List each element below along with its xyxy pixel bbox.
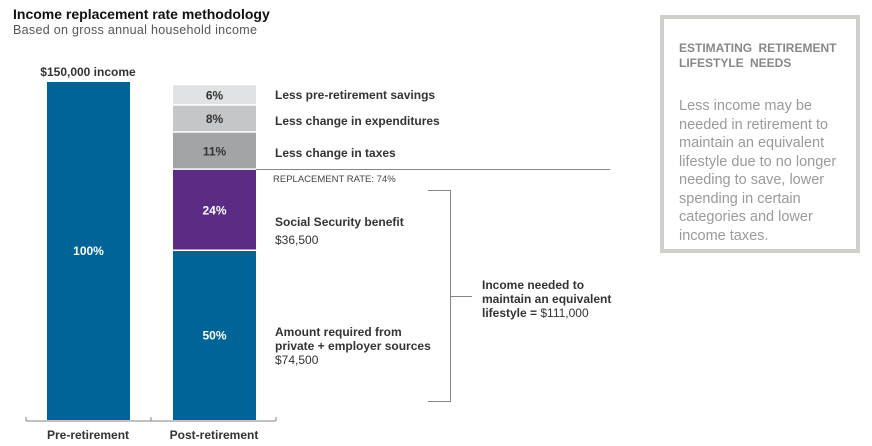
income-needed-amount: $111,000 (540, 306, 589, 320)
bar-segment-less-change-in-taxes (173, 132, 256, 169)
income-needed-line2: maintain an equivalent (482, 292, 612, 306)
bar-data-label: 100% (73, 244, 104, 258)
x-tick-label-pre: Pre-retirement (47, 428, 129, 442)
private-amount: $74,500 (275, 353, 319, 367)
bar-segment-less-change-in-expenditures (173, 105, 256, 132)
x-tick-label-post: Post-retirement (170, 428, 259, 442)
bar-data-label: 11% (203, 144, 227, 158)
bar-segment-less-pre-retirement-savings (173, 85, 256, 105)
income-needed-line1: Income needed to (482, 278, 585, 292)
income-needed-bracket (428, 190, 451, 402)
chart-title: Income replacement rate methodology (13, 6, 270, 22)
social-security-amount: $36,500 (275, 233, 319, 247)
label-savings: Less pre-retirement savings (275, 88, 436, 102)
info-panel: ESTIMATING RETIREMENT LIFESTYLE NEEDS Le… (660, 15, 860, 253)
bar-segment-social-security-benefit (173, 169, 256, 250)
label-social-security: Social Security benefit (275, 215, 404, 229)
bar-data-label: 24% (202, 203, 226, 217)
label-taxes: Less change in taxes (275, 146, 396, 160)
stacked-bar-chart: 100% 50% 24% 11% 8% 6% Pre-retirement Post-re… (25, 65, 610, 442)
replacement-rate-label: REPLACEMENT RATE: 74% (273, 174, 396, 185)
bar-data-label: 8% (206, 112, 224, 126)
bar-segment-amount-required-from-private-employer-sources (173, 251, 256, 420)
info-panel-body: Less income may be needed in retirement … (679, 98, 837, 244)
bar-data-label: 6% (206, 89, 224, 103)
private-title-line1: Amount required from (275, 325, 402, 339)
bar-data-label: 50% (202, 329, 226, 343)
chart-subtitle: Based on gross annual household income (13, 23, 258, 37)
private-title-line2: private + employer sources (275, 339, 431, 353)
bar-segment-income (47, 82, 130, 420)
income-needed-line3: lifestyle = (482, 306, 538, 320)
income-needed-label: Income needed to maintain an equivalent … (482, 278, 611, 320)
label-private-sources: Amount required from private + employer … (275, 325, 431, 353)
info-panel-title: ESTIMATING RETIREMENT LIFESTYLE NEEDS (679, 41, 837, 70)
label-expenditures: Less change in expenditures (275, 114, 440, 128)
pre-bar-total-label: $150,000 income (40, 65, 136, 79)
